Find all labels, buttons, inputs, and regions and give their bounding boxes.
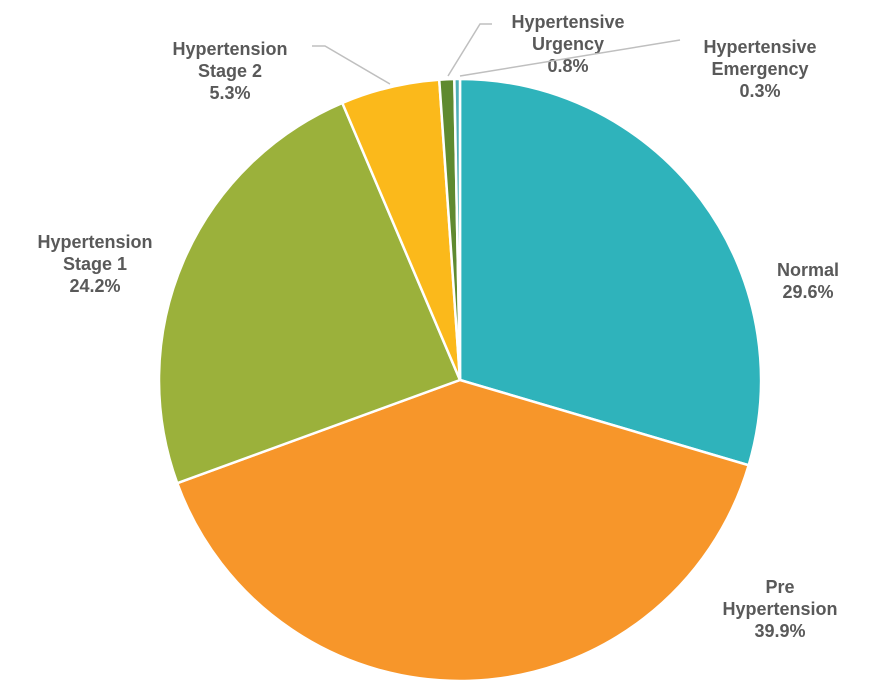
pie-slice	[157, 101, 462, 485]
leader-line	[447, 23, 492, 77]
label-line: Hypertensive	[703, 37, 816, 57]
value-label: 5.3%	[209, 83, 250, 103]
pie-slice	[453, 77, 462, 381]
label-line: Emergency	[711, 59, 808, 79]
category-label: Hypertensive Urgency	[511, 12, 624, 54]
label-line: Hypertensive	[511, 12, 624, 32]
label-line: Hypertension	[172, 39, 287, 59]
value-label: 29.6%	[782, 282, 833, 302]
value-label: 0.3%	[739, 81, 780, 101]
label-line: Urgency	[532, 34, 604, 54]
value-label: 24.2%	[69, 276, 120, 296]
category-label: Normal	[777, 260, 839, 280]
category-label: Pre Hypertension	[722, 577, 837, 619]
pie-slice	[458, 77, 763, 467]
label-line: Normal	[777, 260, 839, 280]
label-line: Pre	[765, 577, 794, 597]
value-label: 39.9%	[754, 621, 805, 641]
category-label: Hypertension Stage 1	[37, 232, 152, 274]
pie-slice	[175, 378, 751, 680]
leader-line	[312, 45, 391, 85]
label-line: Hypertension	[37, 232, 152, 252]
category-label: Hypertensive Emergency	[703, 37, 816, 79]
label-line: Stage 1	[63, 254, 127, 274]
label-line: Stage 2	[198, 61, 262, 81]
label-line: Hypertension	[722, 599, 837, 619]
leader-line	[459, 39, 681, 77]
category-label: Hypertension Stage 2	[172, 39, 287, 81]
